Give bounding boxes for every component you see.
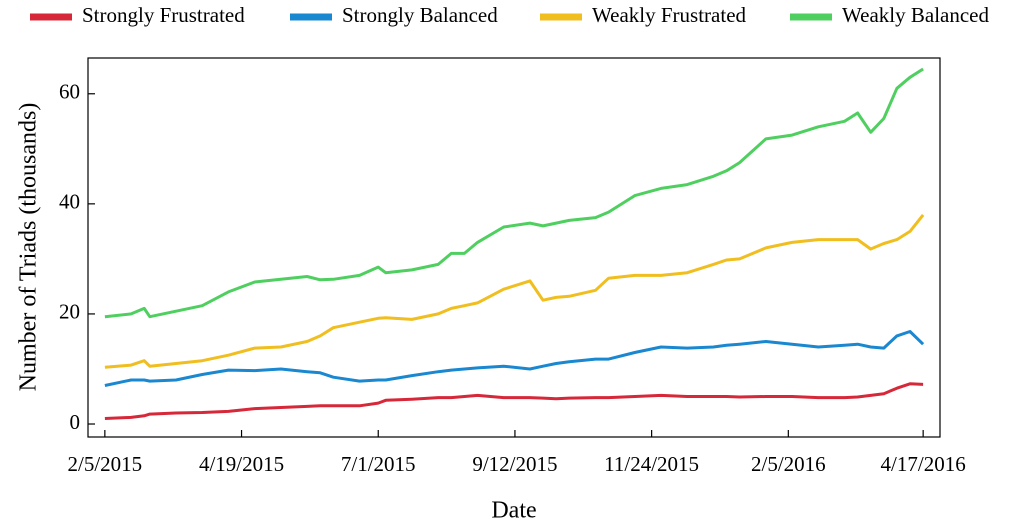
y-tick-label: 0: [70, 410, 81, 434]
y-tick-label: 60: [59, 80, 80, 104]
legend-label: Strongly Frustrated: [82, 3, 245, 27]
series-line: [104, 67, 924, 319]
x-tick-label: 9/12/2015: [472, 452, 557, 476]
x-tick-label: 4/17/2016: [881, 452, 966, 476]
legend-label: Weakly Frustrated: [592, 3, 747, 27]
legend-label: Strongly Balanced: [342, 3, 498, 27]
plot-frame: [87, 57, 941, 438]
series-line: [104, 330, 925, 387]
x-tick-label: 4/19/2015: [199, 452, 284, 476]
x-tick-label: 11/24/2015: [604, 452, 699, 476]
x-tick-label: 2/5/2016: [751, 452, 826, 476]
y-tick-label: 40: [59, 190, 80, 214]
y-tick-label: 20: [59, 300, 80, 324]
legend-label: Weakly Balanced: [842, 3, 989, 27]
y-axis-label: Number of Triads (thousands): [16, 103, 42, 392]
x-axis-label: Date: [491, 498, 536, 524]
x-tick-label: 2/5/2015: [68, 452, 143, 476]
x-tick-label: 7/1/2015: [341, 452, 416, 476]
series-line: [104, 213, 925, 369]
series-line: [104, 382, 924, 420]
